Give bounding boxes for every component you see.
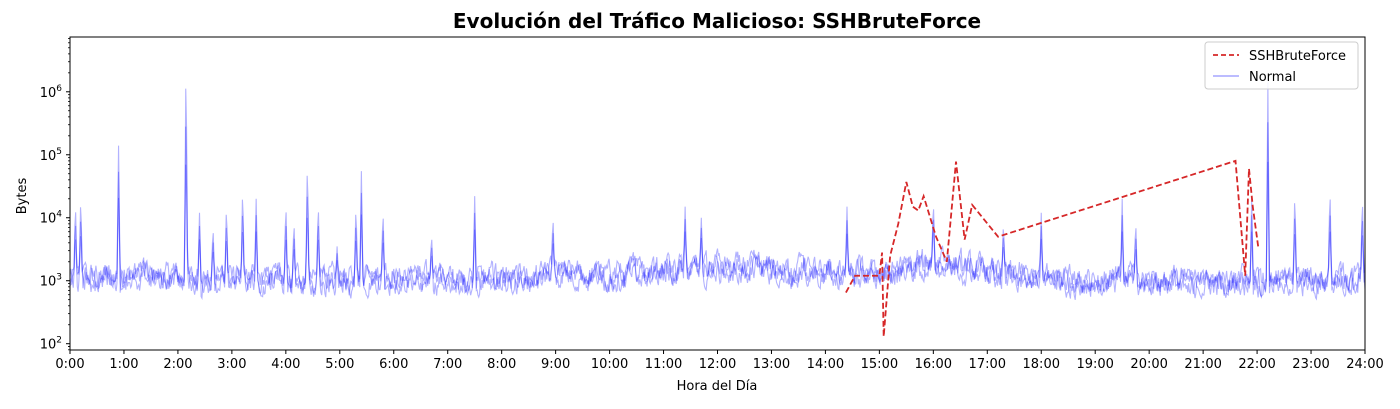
x-tick-label: 14:00: [807, 357, 844, 372]
y-tick-label: 102: [40, 336, 62, 353]
x-axis-label: Hora del Día: [677, 379, 758, 394]
normal-line-2: [70, 122, 1365, 301]
x-tick-label: 9:00: [541, 357, 570, 372]
legend-label-sshbruteforce: SSHBruteForce: [1249, 49, 1346, 64]
x-tick-label: 10:00: [591, 357, 628, 372]
x-tick-label: 8:00: [487, 357, 516, 372]
normal-line-1: [70, 82, 1365, 301]
x-tick-label: 1:00: [109, 357, 138, 372]
x-tick-label: 22:00: [1238, 357, 1275, 372]
series-sshbruteforce-line: [845, 159, 1260, 337]
y-tick-label: 103: [40, 273, 62, 290]
x-tick-label: 24:00: [1346, 357, 1383, 372]
chart-title: Evolución del Tráfico Malicioso: SSHBrut…: [453, 9, 981, 33]
legend-box: [1204, 41, 1359, 90]
x-tick-label: 13:00: [753, 357, 790, 372]
x-tick-label: 7:00: [433, 357, 462, 372]
y-axis: 102 103 104 105 106: [40, 38, 70, 353]
x-tick-label: 6:00: [379, 357, 408, 372]
x-tick-label: 12:00: [699, 357, 736, 372]
y-axis-label: Bytes: [15, 178, 30, 215]
x-tick-label: 23:00: [1292, 357, 1329, 372]
x-tick-label: 11:00: [645, 357, 682, 372]
plot-area: [70, 82, 1365, 337]
plot-frame: [69, 36, 1366, 351]
x-tick-label: 17:00: [969, 357, 1006, 372]
x-tick-label: 0:00: [55, 357, 84, 372]
y-tick-label: 104: [40, 210, 63, 227]
x-tick-label: 18:00: [1023, 357, 1060, 372]
x-tick-label: 19:00: [1076, 357, 1113, 372]
x-tick-label: 5:00: [325, 357, 354, 372]
x-tick-label: 3:00: [217, 357, 246, 372]
x-tick-label: 15:00: [861, 357, 898, 372]
legend-label-normal: Normal: [1249, 70, 1296, 85]
y-tick-label: 105: [40, 147, 62, 164]
series-normal: [70, 82, 1365, 301]
normal-line-3: [70, 161, 1365, 299]
x-axis: 0:00 1:00 2:00 3:00 4:00 5:00 6:00 7:00 8:00 9:00…: [55, 350, 1384, 372]
y-tick-label: 106: [40, 84, 63, 101]
x-tick-label: 2:00: [163, 357, 192, 372]
legend: SSHBruteForce Normal: [1204, 41, 1359, 90]
x-tick-label: 16:00: [915, 357, 952, 372]
x-tick-label: 4:00: [271, 357, 300, 372]
x-tick-label: 21:00: [1184, 357, 1221, 372]
x-tick-label: 20:00: [1130, 357, 1167, 372]
